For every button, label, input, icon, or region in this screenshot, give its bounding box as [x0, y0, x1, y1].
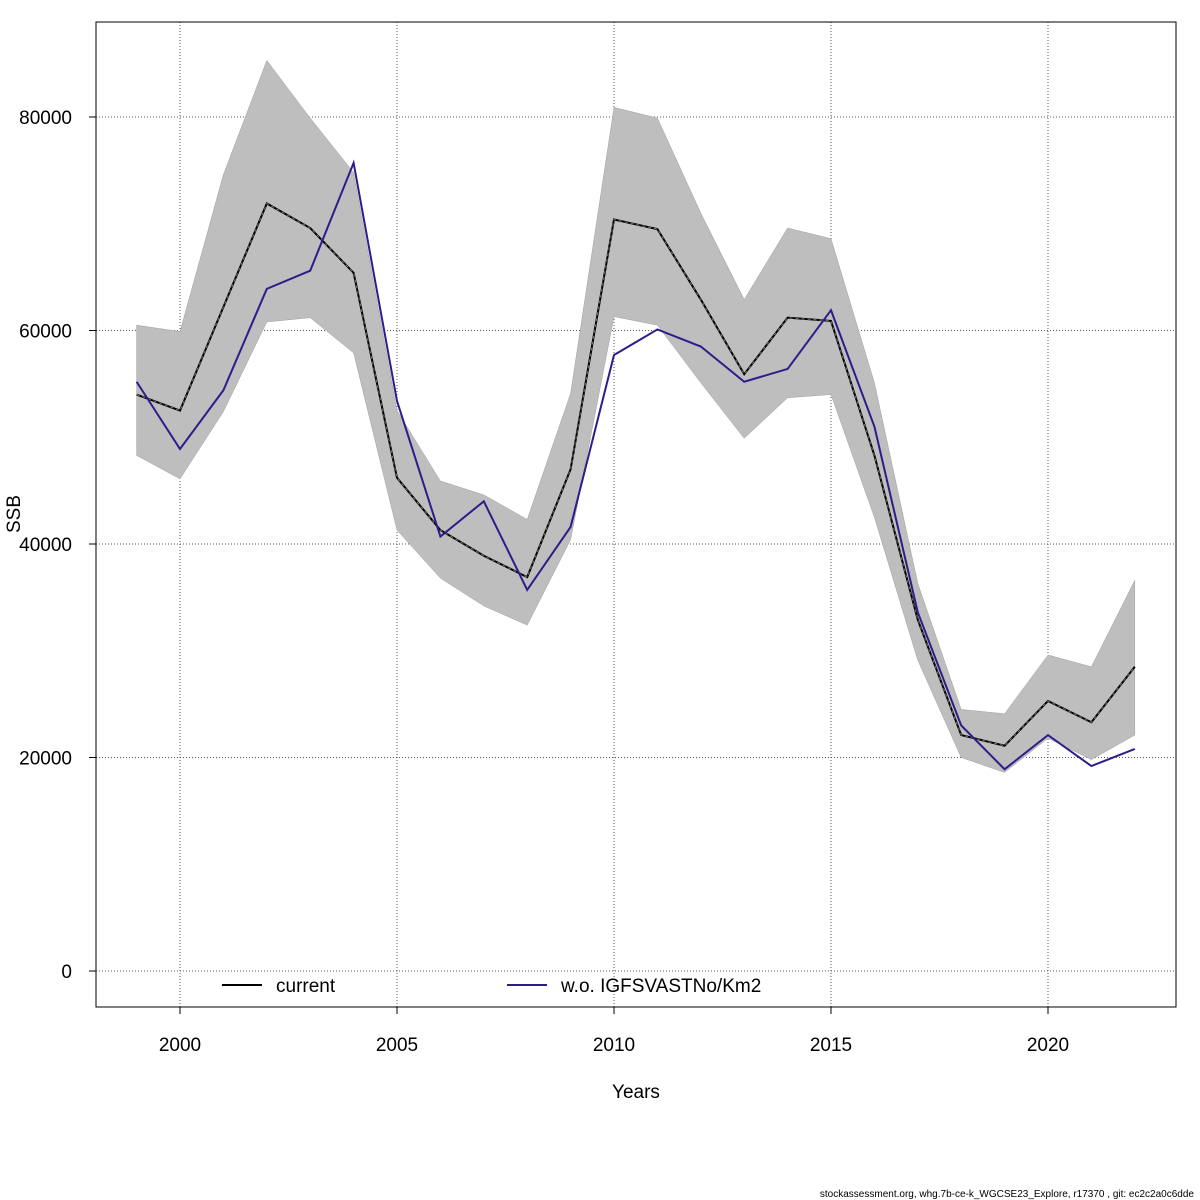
x-tick-label: 2010 — [593, 1035, 635, 1056]
x-tick-label: 2020 — [1027, 1035, 1069, 1056]
x-tick-label: 2005 — [376, 1035, 418, 1056]
confidence-band — [136, 59, 1136, 773]
y-tick-label: 40000 — [19, 535, 72, 556]
series-lines — [135, 159, 1136, 771]
x-tick-label: 2015 — [810, 1035, 852, 1056]
legend-label-wo: w.o. IGFSVASTNo/Km2 — [560, 976, 761, 997]
plot-frame — [95, 21, 1177, 1008]
x-axis-label: Years — [612, 1082, 660, 1103]
y-tick-label: 20000 — [19, 749, 72, 770]
y-tick-label: 60000 — [19, 322, 72, 343]
y-axis: 0 20000 40000 60000 80000 — [19, 108, 96, 983]
y-tick-label: 80000 — [19, 108, 72, 129]
legend: current w.o. IGFSVASTNo/Km2 — [222, 976, 761, 997]
series-line-current-dash — [136, 202, 1136, 747]
x-tick-label: 2000 — [159, 1035, 201, 1056]
series-line-wo — [135, 159, 1136, 771]
y-tick-label: 0 — [61, 962, 72, 983]
footer-credit: stockassessment.org, whg.7b-ce-k_WGCSE23… — [820, 1189, 1195, 1200]
x-axis: 2000 2005 2010 2015 2020 — [159, 1007, 1069, 1056]
legend-label-current: current — [276, 976, 336, 997]
y-axis-label: SSB — [4, 495, 25, 533]
confidence-band-area — [136, 59, 1136, 773]
